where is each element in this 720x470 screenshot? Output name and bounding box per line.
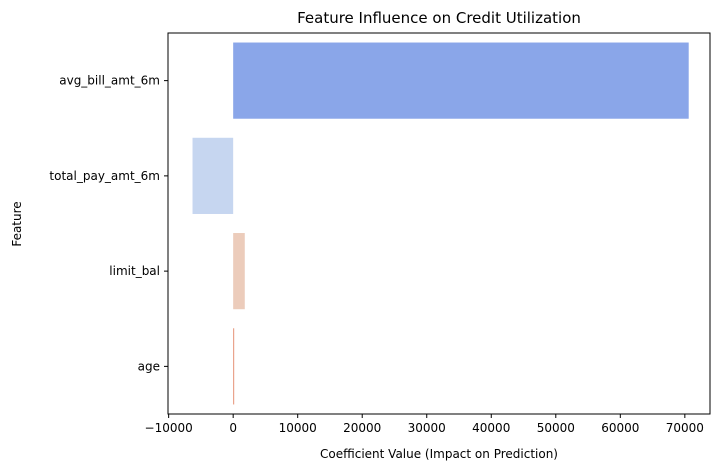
x-tick-label: 20000 [343,421,381,435]
y-tick-label-age: age [138,359,160,373]
bar-avg-bill-amt-6m [233,42,689,119]
x-tick-label: 30000 [408,421,446,435]
bar-total-pay-amt-6m [192,137,234,214]
x-tick-label: 70000 [666,421,704,435]
bar-limit-bal [233,233,245,310]
chart-title: Feature Influence on Credit Utilization [297,9,581,27]
x-axis: −10000 0 10000 20000 30000 40000 50000 60000 700… [145,414,704,435]
x-tick-label: 10000 [279,421,317,435]
bars-group [192,42,689,405]
y-tick-label-total-pay-amt-6m: total_pay_amt_6m [49,169,160,183]
x-tick-label: −10000 [145,421,193,435]
y-axis: avg_bill_amt_6m total_pay_amt_6m limit_bal… [49,74,168,373]
y-axis-label: Feature [10,201,24,246]
x-tick-label: 50000 [537,421,575,435]
x-tick-label: 0 [229,421,237,435]
x-axis-label: Coefficient Value (Impact on Prediction) [320,447,558,461]
bar-age [233,328,235,405]
y-tick-label-avg-bill-amt-6m: avg_bill_amt_6m [59,74,160,88]
plot-frame [167,32,711,415]
y-tick-label-limit-bal: limit_bal [109,264,160,278]
x-tick-label: 40000 [472,421,510,435]
x-tick-label: 60000 [601,421,639,435]
